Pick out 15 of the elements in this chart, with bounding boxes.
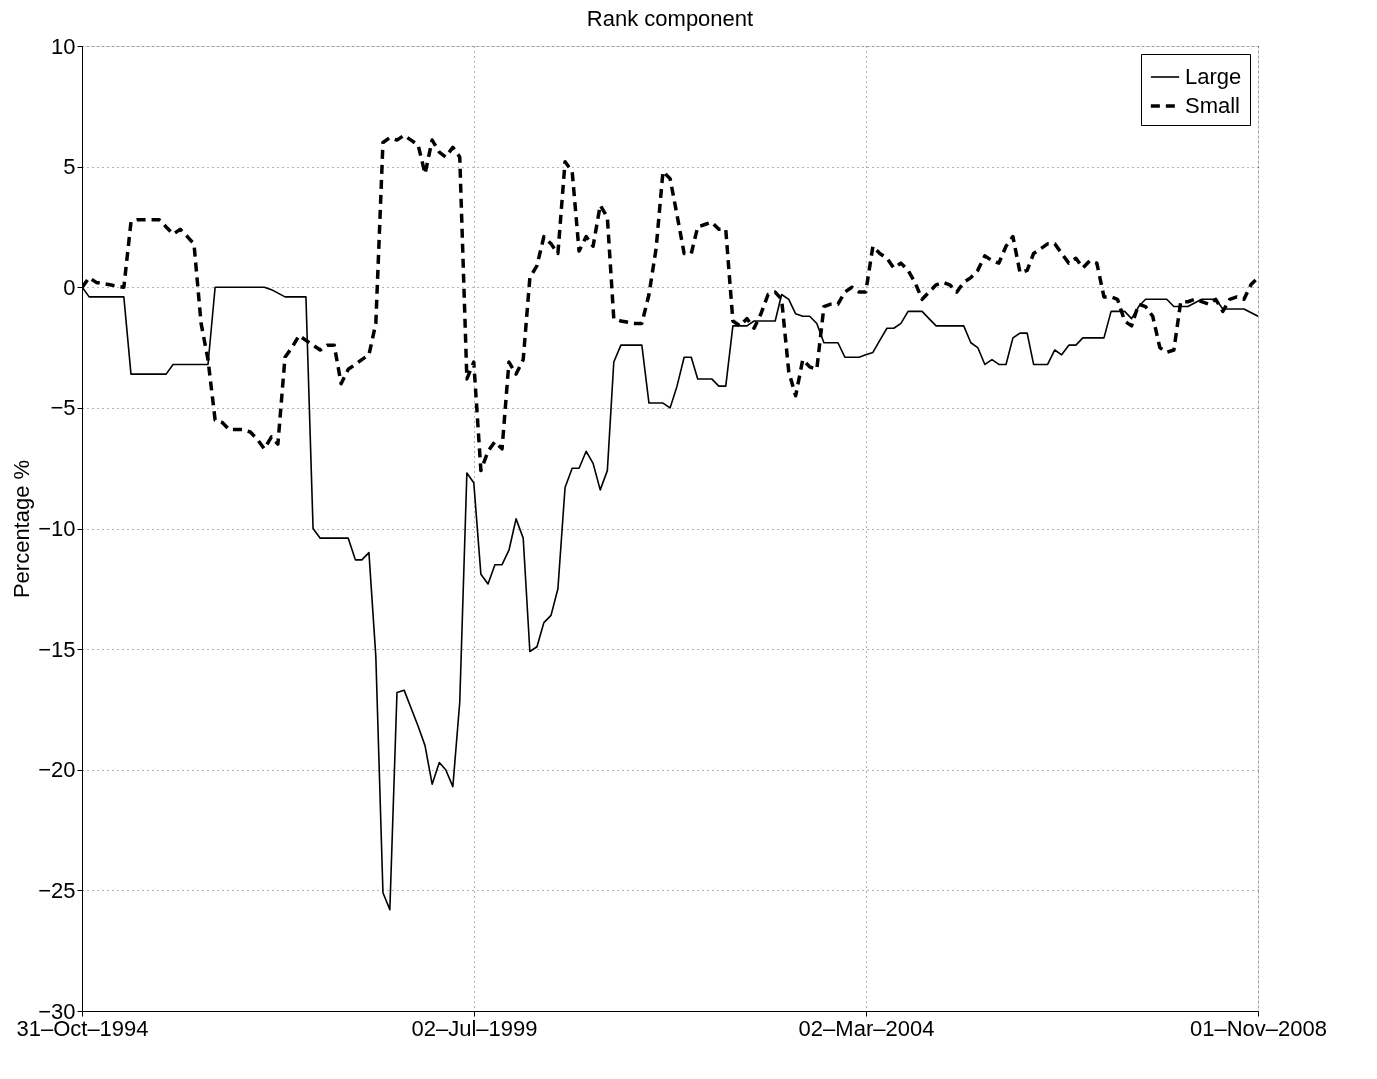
y-tick-label: −25 [38,877,76,903]
y-tick-label: −20 [38,757,76,783]
y-tick-label: 10 [51,33,76,59]
y-tick-label: 0 [63,274,76,300]
y-tick-label: −15 [38,636,76,662]
y-axis-title: Percentage % [9,459,35,599]
x-tick-label: 02–Jul–1999 [411,1015,538,1041]
legend-label: Small [1185,93,1241,118]
x-tick-label: 02–Mar–2004 [798,1015,935,1041]
y-tick-label: 5 [63,154,76,180]
y-tick-label: −10 [38,516,76,541]
chart-title: Rank component [586,6,754,31]
legend-label: Large [1185,64,1242,89]
x-tick-label: 01–Nov–2008 [1189,1015,1328,1041]
y-tick-label: −5 [50,395,76,421]
